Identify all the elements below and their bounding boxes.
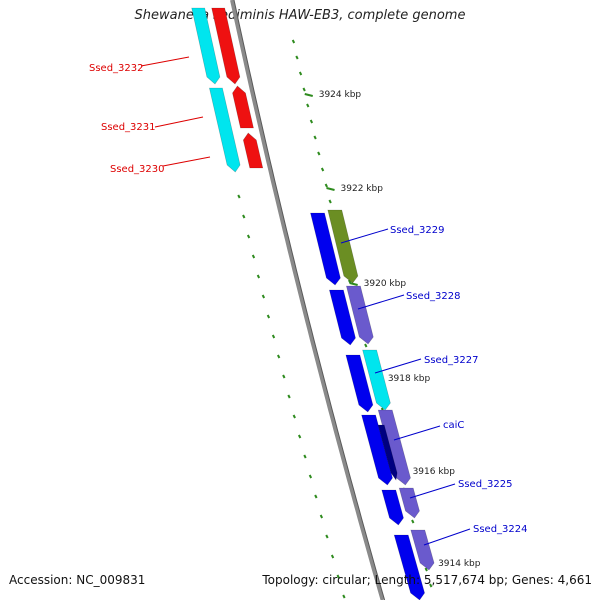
gene-segment <box>191 7 221 85</box>
scale-tick <box>298 71 303 76</box>
scale-tick <box>292 414 296 419</box>
scale-tick <box>271 334 276 339</box>
accession-label: Accession: NC_009831 <box>9 573 146 587</box>
gene-label: caiC <box>443 420 464 431</box>
scale-tick <box>306 103 310 108</box>
gene-leader-line <box>393 425 441 441</box>
scale-tick <box>303 454 307 459</box>
scale-tick <box>429 583 433 588</box>
gene-leader-line <box>423 528 471 546</box>
genome-backbone-edge <box>233 0 386 600</box>
gene-label: Ssed_3231 <box>101 122 156 133</box>
scale-tick <box>411 519 415 524</box>
scale-tick <box>324 183 328 188</box>
gene-segment <box>345 354 374 413</box>
gene-leader-line <box>374 358 422 374</box>
scale-tick <box>330 554 335 559</box>
gene-segment <box>398 487 420 519</box>
scale-tick <box>309 119 314 124</box>
gene-label: Ssed_3224 <box>473 524 528 535</box>
scale-tick <box>287 394 291 399</box>
gene-label: Ssed_3228 <box>406 291 461 302</box>
gene-leader-line <box>162 156 211 167</box>
gene-segment <box>377 424 398 481</box>
gene-label: Ssed_3225 <box>458 479 513 490</box>
scale-tick <box>319 514 324 519</box>
gene-segment <box>242 132 264 169</box>
kbp-tick <box>349 282 358 286</box>
scale-tick <box>308 474 313 479</box>
kbp-label: 3920 kbp <box>364 279 407 289</box>
kbp-label: 3922 kbp <box>341 184 384 194</box>
gene-leader-line <box>357 294 405 310</box>
kbp-label: 3924 kbp <box>319 90 362 100</box>
gene-label: Ssed_3230 <box>110 164 165 175</box>
scale-tick <box>302 87 306 92</box>
scale-tick <box>313 135 317 140</box>
scale-tick <box>246 234 251 239</box>
gene-label: Ssed_3227 <box>424 355 479 366</box>
scale-tick <box>317 151 321 156</box>
scale-tick <box>320 167 325 172</box>
scale-tick <box>364 343 368 348</box>
kbp-tick <box>326 187 335 191</box>
gene-segment <box>362 349 391 411</box>
scale-tick <box>256 274 261 279</box>
gene-segment <box>232 85 254 129</box>
gene-segment <box>361 414 393 486</box>
gene-segment <box>209 87 241 173</box>
gene-segment <box>310 212 341 286</box>
scale-tick <box>297 434 302 439</box>
kbp-label: 3918 kbp <box>388 374 431 384</box>
scale-tick <box>328 199 332 204</box>
gene-segment <box>346 285 374 345</box>
gene-label: Ssed_3232 <box>89 63 144 74</box>
kbp-label: 3914 kbp <box>438 559 481 569</box>
scale-tick <box>237 194 241 199</box>
scale-tick <box>314 494 318 499</box>
scale-tick <box>242 214 246 219</box>
gene-leader-line <box>409 483 456 499</box>
scale-tick <box>261 294 266 299</box>
gene-segment <box>381 489 404 526</box>
scale-tick <box>291 39 296 44</box>
scale-tick <box>424 567 428 572</box>
gene-leader-line <box>140 56 190 67</box>
gene-segment <box>393 534 425 600</box>
scale-tick <box>342 594 346 599</box>
gene-leader-line <box>340 228 389 244</box>
scale-tick <box>336 574 340 579</box>
scale-tick <box>295 55 299 60</box>
gene-leader-line <box>154 116 204 128</box>
scale-tick <box>325 534 329 539</box>
kbp-label: 3916 kbp <box>413 467 456 477</box>
gene-segment <box>211 7 241 85</box>
kbp-tick <box>304 93 313 97</box>
topology-label: Topology: circular; Length: 5,517,674 bp… <box>262 573 592 587</box>
scale-tick <box>266 314 271 319</box>
scale-tick <box>282 374 286 379</box>
genome-backbone <box>230 0 385 600</box>
scale-tick <box>276 354 281 359</box>
gene-segment <box>410 529 435 571</box>
gene-segment <box>327 209 359 284</box>
scale-tick <box>251 254 256 259</box>
gene-label: Ssed_3229 <box>390 225 445 236</box>
gene-segment <box>329 289 356 346</box>
